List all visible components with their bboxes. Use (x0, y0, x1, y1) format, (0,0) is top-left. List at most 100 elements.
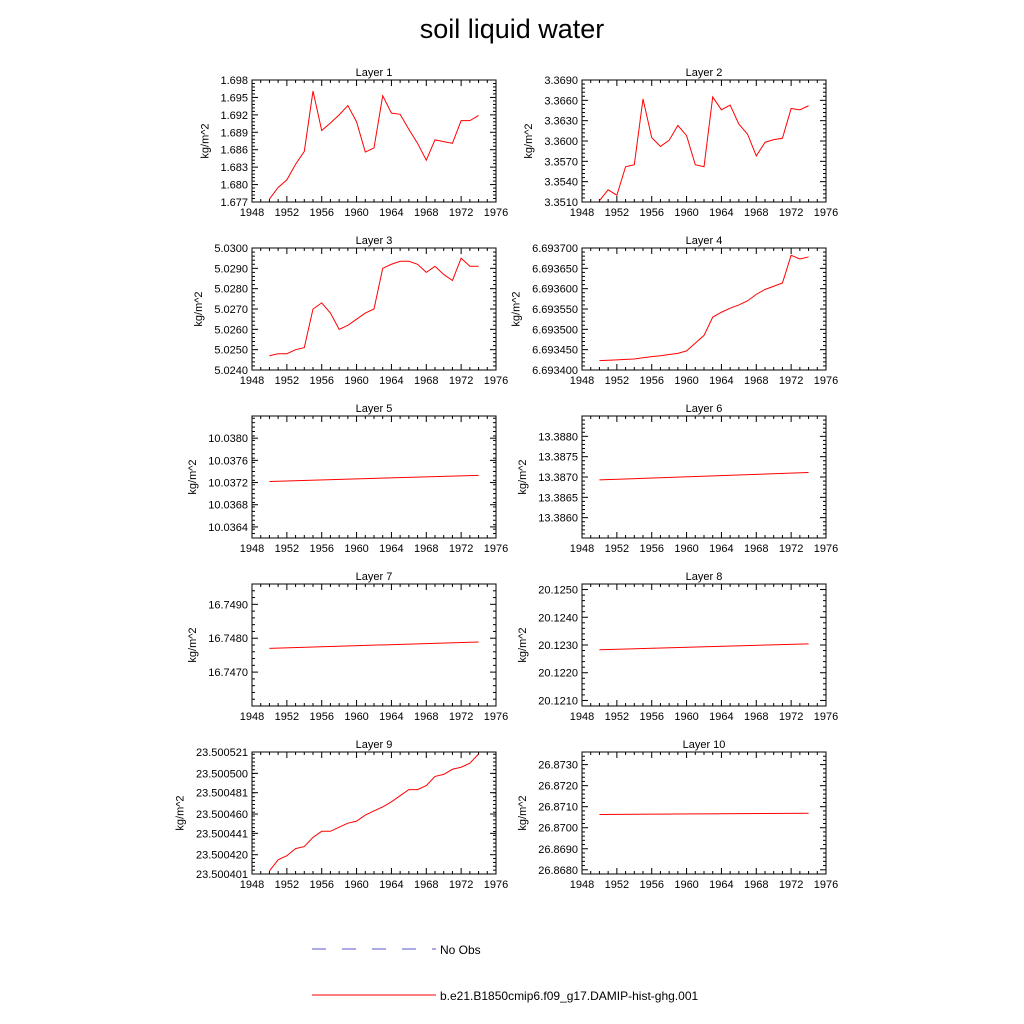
y-tick-label: 16.7480 (208, 633, 248, 645)
x-tick-label: 1972 (779, 543, 803, 555)
x-tick-label: 1964 (379, 207, 403, 219)
x-tick-label: 1968 (414, 207, 438, 219)
y-tick-label: 26.8700 (538, 823, 578, 835)
x-tick-label: 1964 (379, 375, 403, 387)
legend-label-model: b.e21.B1850cmip6.f09_g17.DAMIP-hist-ghg.… (440, 989, 699, 1003)
panel-layer-8: Layer 8 1948 1952 1956 1960 1964 1968 1972 1976 2… (517, 571, 838, 723)
y-tick-label: 1.677 (220, 197, 248, 209)
x-tick-label: 1948 (240, 207, 264, 219)
x-tick-label: 1976 (484, 711, 508, 723)
legend-label-obs: No Obs (440, 943, 481, 957)
x-tick-label: 1964 (709, 207, 733, 219)
x-tick-label: 1960 (674, 711, 698, 723)
panel-layer-6: Layer 6 1948 1952 1956 1960 1964 1968 1972 1976 1… (517, 403, 838, 555)
plot-frame (581, 415, 827, 539)
x-tick-label: 1972 (449, 879, 473, 891)
x-tick-label: 1948 (570, 711, 594, 723)
series-line (599, 254, 809, 362)
y-tick-label: 3.3600 (544, 136, 578, 148)
legend (312, 948, 436, 996)
y-axis-label: kg/m^2 (517, 627, 529, 662)
series-line (599, 472, 809, 481)
y-tick-label: 20.1230 (538, 640, 578, 652)
x-tick-label: 1956 (639, 711, 663, 723)
x-tick-label: 1952 (605, 375, 629, 387)
y-tick-label: 26.8720 (538, 781, 578, 793)
x-tick-label: 1972 (449, 711, 473, 723)
y-tick-label: 10.0376 (208, 455, 248, 467)
y-tick-label: 26.8710 (538, 802, 578, 814)
x-tick-label: 1948 (570, 375, 594, 387)
panel-title: Layer 2 (686, 67, 723, 79)
y-tick-label: 23.500441 (196, 828, 248, 840)
y-tick-label: 13.3875 (538, 452, 578, 464)
x-tick-label: 1956 (309, 207, 333, 219)
series-line (599, 812, 809, 815)
panel-layer-9: Layer 9 1948 1952 1956 1960 1964 1968 1972 1976 2… (174, 739, 508, 891)
plot-frame (251, 751, 497, 875)
x-tick-label: 1968 (744, 711, 768, 723)
panel-title: Layer 4 (686, 235, 723, 247)
x-tick-label: 1976 (484, 543, 508, 555)
x-tick-label: 1976 (814, 879, 838, 891)
y-axis-label: kg/m^2 (187, 459, 199, 494)
x-tick-label: 1956 (639, 879, 663, 891)
x-tick-label: 1948 (570, 879, 594, 891)
x-tick-label: 1972 (779, 375, 803, 387)
plot-frame (581, 79, 827, 203)
panel-layer-7: Layer 7 1948 1952 1956 1960 1964 1968 1972 1976 1… (187, 571, 508, 723)
x-tick-label: 1960 (674, 879, 698, 891)
x-tick-label: 1972 (449, 375, 473, 387)
y-axis-label: kg/m^2 (200, 123, 212, 158)
x-tick-label: 1960 (674, 207, 698, 219)
y-tick-label: 20.1220 (538, 668, 578, 680)
y-tick-label: 1.698 (220, 75, 248, 87)
y-axis-label: kg/m^2 (517, 795, 529, 830)
y-axis-label: kg/m^2 (187, 627, 199, 662)
x-tick-label: 1960 (674, 543, 698, 555)
panel-layer-5: Layer 5 1948 1952 1956 1960 1964 1968 1972 1976 1… (187, 403, 508, 555)
x-tick-label: 1968 (744, 375, 768, 387)
y-tick-label: 1.686 (220, 145, 248, 157)
x-tick-label: 1972 (449, 543, 473, 555)
panel-title: Layer 8 (686, 571, 723, 583)
x-tick-label: 1948 (570, 543, 594, 555)
y-tick-label: 23.500500 (196, 768, 248, 780)
x-tick-label: 1976 (484, 375, 508, 387)
y-tick-label: 5.0280 (214, 284, 248, 296)
x-tick-label: 1968 (744, 543, 768, 555)
y-tick-label: 10.0364 (208, 522, 248, 534)
y-tick-label: 13.3870 (538, 472, 578, 484)
series-line (269, 641, 479, 649)
panel-title: Layer 9 (356, 739, 393, 751)
y-tick-label: 23.500521 (196, 747, 248, 759)
y-tick-label: 26.8690 (538, 844, 578, 856)
y-tick-label: 20.1210 (538, 695, 578, 707)
y-tick-label: 16.7470 (208, 667, 248, 679)
y-tick-label: 3.3690 (544, 75, 578, 87)
x-tick-label: 1948 (570, 207, 594, 219)
x-tick-label: 1952 (275, 207, 299, 219)
panel-title: Layer 10 (683, 739, 726, 751)
x-tick-label: 1972 (779, 879, 803, 891)
y-tick-label: 16.7490 (208, 599, 248, 611)
x-tick-label: 1948 (240, 879, 264, 891)
x-tick-label: 1956 (639, 375, 663, 387)
x-tick-label: 1976 (484, 879, 508, 891)
panel-title: Layer 1 (356, 67, 393, 79)
series-line (269, 257, 479, 357)
y-tick-label: 5.0300 (214, 243, 248, 255)
x-tick-label: 1976 (814, 375, 838, 387)
panel-layer-3: Layer 3 1948 1952 1956 1960 1964 1968 1972 1976 5… (193, 235, 508, 387)
x-tick-label: 1960 (674, 375, 698, 387)
y-tick-label: 23.500420 (196, 850, 248, 862)
y-tick-label: 13.3880 (538, 431, 578, 443)
x-tick-label: 1952 (605, 879, 629, 891)
x-tick-label: 1972 (779, 711, 803, 723)
panel-layer-2: Layer 2 1948 1952 1956 1960 1964 1968 1972 1976 3… (523, 67, 838, 219)
x-tick-label: 1976 (814, 543, 838, 555)
x-tick-label: 1956 (639, 543, 663, 555)
x-tick-label: 1968 (414, 711, 438, 723)
x-tick-label: 1952 (605, 207, 629, 219)
x-tick-label: 1956 (309, 543, 333, 555)
